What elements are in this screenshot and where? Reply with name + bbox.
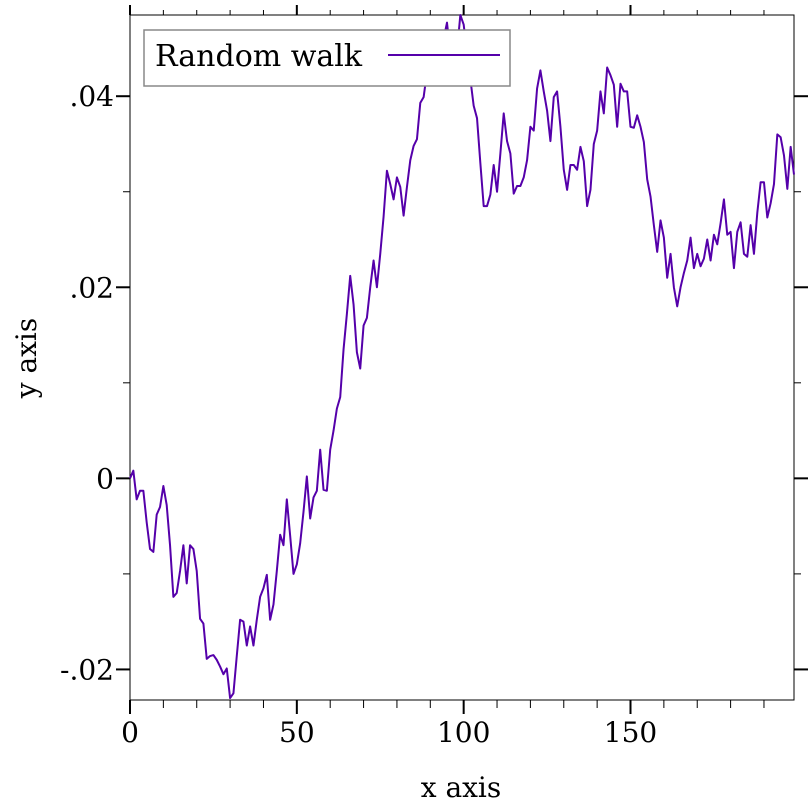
plot-frame bbox=[129, 14, 795, 701]
x-tick-label: 100 bbox=[437, 716, 490, 749]
x-tick-label: 50 bbox=[279, 716, 315, 749]
legend-box bbox=[143, 29, 511, 87]
y-tick-label: -.02 bbox=[60, 653, 114, 686]
legend: Random walk bbox=[143, 29, 511, 87]
series-line-random-walk bbox=[129, 14, 795, 700]
y-tick-label: 0 bbox=[96, 462, 114, 495]
x-tick-label: 0 bbox=[121, 716, 139, 749]
axis-ticks bbox=[116, 5, 808, 714]
y-axis-title: y axis bbox=[10, 318, 43, 400]
legend-label-random-walk: Random walk bbox=[155, 39, 363, 74]
x-axis-title: x axis bbox=[421, 771, 502, 804]
series-layer bbox=[129, 14, 795, 700]
x-tick-label: 150 bbox=[604, 716, 657, 749]
axis-tick-labels: 0 50 100 150-.020.02.04 bbox=[60, 80, 657, 749]
plot-border bbox=[129, 14, 795, 701]
y-tick-label: .02 bbox=[69, 271, 114, 304]
y-tick-label: .04 bbox=[69, 80, 114, 113]
